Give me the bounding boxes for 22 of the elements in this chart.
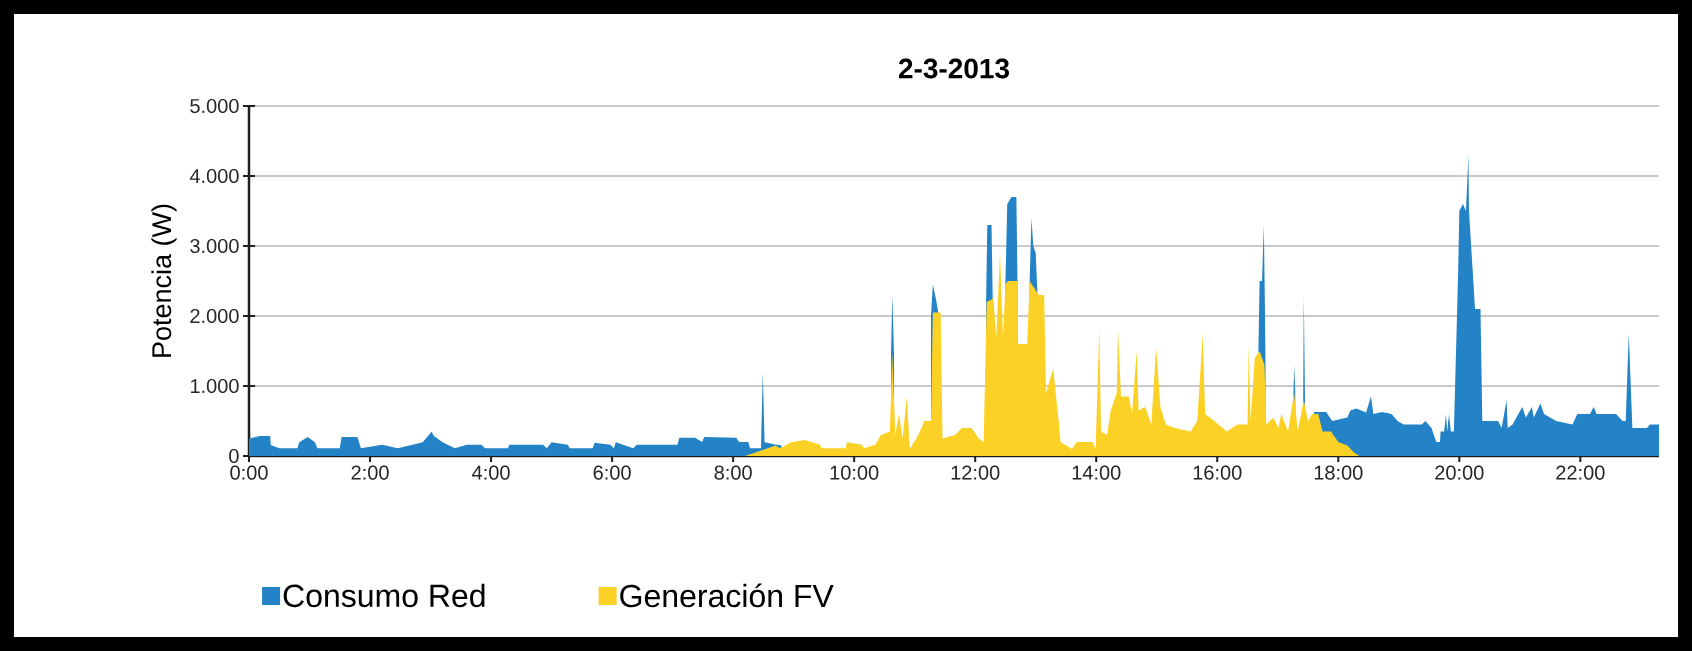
x-tick-label: 12:00 [951, 465, 1000, 480]
x-tick-label: 4:00 [472, 465, 510, 480]
x-tick-label: 14:00 [1072, 465, 1121, 480]
y-tick-label: 0 [229, 448, 239, 464]
x-tick-label: 8:00 [714, 465, 752, 480]
y-tick-label: 1.000 [190, 378, 239, 394]
chart-title: 2-3-2013 [898, 58, 1010, 79]
x-tick-label: 6:00 [593, 465, 631, 480]
y-tick-label: 5.000 [190, 98, 239, 114]
y-tick-label: 4.000 [189, 168, 239, 184]
y-axis-title: Potencia (W) [151, 204, 177, 357]
x-tick-label: 18:00 [1314, 465, 1363, 480]
x-tick-label: 22:00 [1556, 465, 1605, 480]
legend-label: Generación FV [620, 583, 834, 608]
x-tick-label: 2:00 [351, 465, 389, 480]
x-tick-label: 20:00 [1435, 465, 1484, 480]
x-tick-label: 10:00 [830, 465, 879, 480]
legend-label: Consumo Red [283, 583, 485, 608]
x-tick-label: 0:00 [230, 465, 268, 480]
y-tick-label: 3.000 [190, 238, 239, 254]
x-tick-label: 16:00 [1193, 465, 1242, 480]
y-tick-label: 2.000 [190, 308, 239, 324]
